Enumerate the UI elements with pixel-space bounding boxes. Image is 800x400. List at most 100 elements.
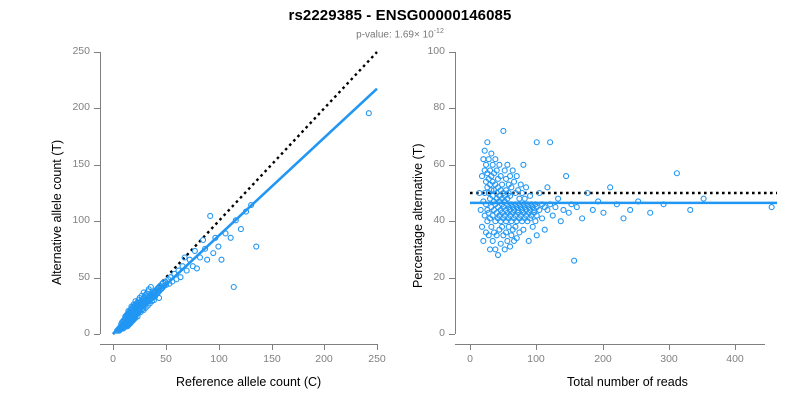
data-point bbox=[484, 139, 491, 146]
data-point bbox=[525, 237, 532, 244]
data-point bbox=[520, 161, 527, 168]
data-point bbox=[501, 246, 508, 253]
right-y-ticklabel: 100 bbox=[427, 45, 445, 57]
data-point bbox=[158, 286, 165, 293]
data-point bbox=[536, 189, 543, 197]
data-point bbox=[489, 161, 496, 168]
right-x-ticklabel: 0 bbox=[467, 353, 473, 365]
data-point bbox=[589, 206, 596, 213]
data-point bbox=[485, 209, 492, 216]
left-x-tick bbox=[377, 344, 378, 350]
data-point bbox=[504, 237, 511, 244]
data-point-group bbox=[476, 127, 775, 264]
left-y-tick bbox=[94, 334, 100, 335]
data-point bbox=[627, 206, 634, 213]
data-point bbox=[647, 209, 654, 216]
left-y-tick bbox=[94, 52, 100, 53]
data-point bbox=[508, 184, 515, 191]
right-y-tick bbox=[449, 334, 455, 335]
data-point bbox=[573, 204, 580, 211]
data-point bbox=[147, 283, 154, 291]
data-point bbox=[533, 232, 540, 239]
data-point bbox=[607, 184, 614, 191]
data-point bbox=[516, 195, 523, 202]
left-y-ticklabel: 150 bbox=[72, 158, 90, 170]
data-point bbox=[541, 226, 548, 233]
data-point bbox=[481, 147, 488, 154]
data-point bbox=[191, 247, 198, 254]
data-point-group bbox=[114, 110, 372, 334]
left-y-ticklabel: 0 bbox=[84, 327, 90, 339]
data-point bbox=[163, 281, 170, 288]
data-point bbox=[565, 209, 572, 216]
left-y-ticklabel: 50 bbox=[78, 271, 90, 283]
data-point bbox=[519, 189, 526, 197]
right-x-tick bbox=[603, 344, 604, 350]
data-point bbox=[488, 223, 495, 230]
data-point bbox=[523, 184, 530, 191]
data-point bbox=[204, 256, 211, 263]
left-y-tick bbox=[94, 278, 100, 279]
data-point bbox=[478, 223, 486, 230]
data-point bbox=[557, 218, 564, 225]
right-x-tick bbox=[735, 344, 736, 350]
data-point bbox=[547, 139, 554, 146]
data-point bbox=[510, 178, 518, 185]
data-point bbox=[502, 229, 510, 236]
left-y-ticklabel: 250 bbox=[72, 45, 90, 57]
panel-right: Percentage alternative (T) Total number … bbox=[400, 0, 800, 400]
data-point bbox=[544, 184, 551, 191]
left-x-tick bbox=[166, 344, 167, 350]
left-y-ticklabel: 200 bbox=[72, 101, 90, 113]
left-x-ticklabel: 100 bbox=[210, 353, 228, 365]
data-point bbox=[485, 156, 492, 163]
data-point bbox=[533, 212, 540, 219]
panel-left: Alternative allele count (T) Reference a… bbox=[50, 45, 386, 389]
left-x-tick bbox=[219, 344, 220, 350]
data-point bbox=[536, 206, 543, 213]
right-y-axis-line bbox=[455, 52, 456, 334]
data-point bbox=[496, 161, 503, 168]
left-y-tick bbox=[94, 165, 100, 166]
data-point bbox=[501, 167, 508, 174]
data-point bbox=[482, 161, 490, 168]
subtitle-text: p-value: 1.69× 10 bbox=[356, 29, 434, 41]
data-point bbox=[508, 232, 515, 239]
left-y-ticklabel: 100 bbox=[72, 214, 90, 226]
data-point bbox=[571, 257, 578, 264]
data-point bbox=[563, 173, 570, 180]
left-y-axis-line bbox=[100, 52, 101, 334]
data-point bbox=[506, 243, 514, 250]
data-point bbox=[498, 223, 506, 230]
data-point bbox=[183, 267, 190, 274]
right-y-ticklabel: 40 bbox=[433, 214, 445, 226]
figure-subtitle: p-value: 1.69× 10-12 bbox=[0, 28, 800, 40]
data-point bbox=[486, 167, 494, 174]
data-point bbox=[196, 254, 204, 261]
data-point bbox=[533, 139, 540, 146]
data-point bbox=[584, 189, 591, 197]
right-y-tick bbox=[449, 221, 455, 222]
data-point bbox=[493, 232, 500, 239]
data-point bbox=[500, 127, 507, 135]
data-point bbox=[527, 192, 534, 199]
data-point bbox=[218, 256, 225, 263]
data-point bbox=[155, 294, 163, 301]
data-point bbox=[529, 223, 536, 230]
data-point bbox=[485, 232, 492, 239]
data-point bbox=[506, 173, 514, 180]
data-point bbox=[555, 195, 562, 202]
data-point bbox=[232, 217, 239, 224]
data-point bbox=[480, 237, 487, 244]
data-point bbox=[527, 215, 534, 222]
data-point bbox=[497, 240, 504, 247]
data-point bbox=[480, 156, 487, 163]
data-point bbox=[481, 212, 488, 219]
data-point bbox=[502, 175, 510, 182]
data-point bbox=[700, 195, 707, 202]
data-point bbox=[210, 250, 217, 257]
data-point bbox=[253, 243, 260, 250]
left-x-ticklabel: 250 bbox=[368, 353, 386, 365]
left-plot-area bbox=[100, 50, 385, 340]
